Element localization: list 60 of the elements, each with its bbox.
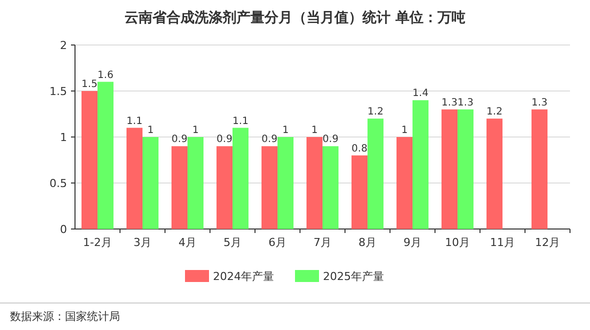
data-label: 0.8 <box>352 143 368 154</box>
data-label: 1.6 <box>98 70 114 81</box>
data-label: 1 <box>311 125 318 136</box>
data-label: 1.3 <box>458 97 474 108</box>
bar <box>306 137 322 229</box>
bar <box>396 137 412 229</box>
bar <box>352 155 368 229</box>
data-label: 0.9 <box>262 134 278 146</box>
x-tick-label: 3月 <box>134 236 152 249</box>
legend-label: 2025年产量 <box>323 270 384 283</box>
x-tick-label: 4月 <box>178 236 196 249</box>
data-label: 1.1 <box>126 116 142 127</box>
chart-title: 云南省合成洗涤剂产量分月（当月值）统计 单位：万吨 <box>124 9 466 26</box>
data-label: 1.2 <box>368 106 384 118</box>
data-label: 1 <box>147 125 154 136</box>
bar <box>98 82 114 229</box>
y-tick-label: 2 <box>60 39 67 52</box>
x-tick-label: 10月 <box>445 236 470 249</box>
bar <box>126 128 142 229</box>
data-label: 1.2 <box>486 106 502 118</box>
x-tick-label: 11月 <box>490 236 515 249</box>
x-tick-label: 7月 <box>314 236 332 249</box>
x-tick-label: 12月 <box>535 236 560 249</box>
bar <box>278 137 294 229</box>
data-label: 1.3 <box>442 97 458 108</box>
bar <box>532 109 548 229</box>
bar <box>442 109 458 229</box>
bar <box>412 100 428 229</box>
data-label: 0.9 <box>322 134 338 146</box>
x-tick-label: 5月 <box>224 236 242 249</box>
data-label: 1 <box>192 125 199 136</box>
bar <box>82 91 98 229</box>
data-label: 1 <box>401 125 408 136</box>
x-tick-label: 6月 <box>268 236 286 249</box>
bar <box>172 146 188 229</box>
bar <box>486 118 502 229</box>
x-tick-label: 9月 <box>404 236 422 249</box>
data-label: 1.5 <box>82 79 98 90</box>
y-tick-label: 1.5 <box>50 85 67 98</box>
y-tick-label: 0 <box>60 223 67 236</box>
data-label: 0.9 <box>216 134 232 146</box>
legend-label: 2024年产量 <box>213 270 274 283</box>
bar <box>142 137 158 229</box>
data-label: 1 <box>282 125 289 136</box>
data-label: 1.1 <box>232 116 248 127</box>
bar <box>232 128 248 229</box>
x-tick-label: 1-2月 <box>83 236 112 249</box>
bar <box>322 146 338 229</box>
data-label: 1.3 <box>532 97 548 108</box>
y-tick-label: 0.5 <box>50 177 67 190</box>
bar <box>368 118 384 229</box>
bar <box>262 146 278 229</box>
bar <box>458 109 474 229</box>
data-label: 0.9 <box>172 134 188 146</box>
bar <box>216 146 232 229</box>
source-note: 数据来源：国家统计局 <box>10 310 120 323</box>
y-tick-label: 1 <box>60 131 67 144</box>
data-label: 1.4 <box>412 88 428 100</box>
bar <box>188 137 204 229</box>
x-tick-label: 8月 <box>358 236 376 249</box>
